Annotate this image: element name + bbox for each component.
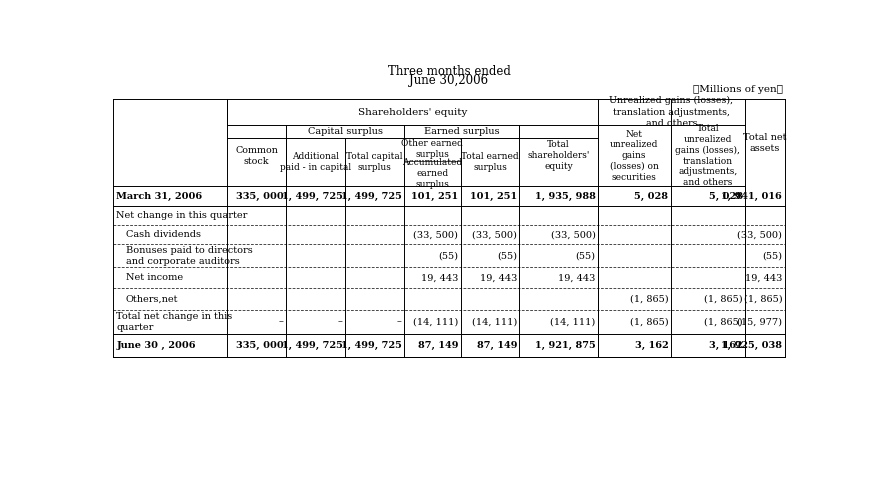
Text: 3, 162: 3, 162	[634, 342, 668, 350]
Text: Total capital
surplus: Total capital surplus	[346, 152, 403, 172]
Text: (1, 865): (1, 865)	[630, 295, 668, 303]
Text: 19, 443: 19, 443	[480, 273, 517, 282]
Text: Earned surplus: Earned surplus	[424, 127, 499, 136]
Text: Net
unrealized
gains
(losses) on
securities: Net unrealized gains (losses) on securit…	[610, 130, 659, 182]
Text: 19, 443: 19, 443	[558, 273, 596, 282]
Text: (33, 500): (33, 500)	[550, 230, 596, 239]
Text: 1, 499, 725: 1, 499, 725	[341, 342, 402, 350]
Text: Net income: Net income	[126, 273, 183, 282]
Text: 335, 000: 335, 000	[237, 342, 284, 350]
Text: March 31, 2006: March 31, 2006	[117, 192, 202, 200]
Text: Total
unrealized
gains (losses),
translation
adjustments,
and others: Total unrealized gains (losses), transla…	[675, 124, 740, 187]
Text: 1, 499, 725: 1, 499, 725	[282, 192, 343, 200]
Text: 101, 251: 101, 251	[470, 192, 517, 200]
Text: Bonuses paid to directors
and corporate auditors: Bonuses paid to directors and corporate …	[126, 246, 252, 266]
Text: (1, 865): (1, 865)	[630, 317, 668, 327]
Text: (1, 865): (1, 865)	[744, 295, 782, 303]
Text: 1, 499, 725: 1, 499, 725	[282, 342, 343, 350]
Text: 5, 028: 5, 028	[709, 192, 743, 200]
Text: June 30,2006: June 30,2006	[409, 74, 489, 87]
Text: Additional
paid - in capital: Additional paid - in capital	[280, 152, 351, 172]
Text: 87, 149: 87, 149	[477, 342, 517, 350]
Text: (55): (55)	[498, 251, 517, 260]
Text: (55): (55)	[762, 251, 782, 260]
Text: (14, 111): (14, 111)	[413, 317, 458, 327]
Text: (55): (55)	[576, 251, 596, 260]
Text: (14, 111): (14, 111)	[472, 317, 517, 327]
Text: 19, 443: 19, 443	[745, 273, 782, 282]
Text: Others,net: Others,net	[126, 295, 179, 303]
Text: Shareholders' equity: Shareholders' equity	[357, 107, 467, 117]
Text: (33, 500): (33, 500)	[413, 230, 458, 239]
Text: 5, 028: 5, 028	[634, 192, 668, 200]
Text: June 30 , 2006: June 30 , 2006	[117, 342, 196, 350]
Text: 1, 921, 875: 1, 921, 875	[534, 342, 596, 350]
Text: 101, 251: 101, 251	[411, 192, 458, 200]
Text: Unrealized gains (losses),
translation adjustments,
and others: Unrealized gains (losses), translation a…	[610, 96, 733, 128]
Text: 19, 443: 19, 443	[420, 273, 458, 282]
Text: –: –	[279, 317, 284, 327]
Text: (14, 111): (14, 111)	[550, 317, 596, 327]
Text: Other earned
surplus: Other earned surplus	[401, 139, 463, 159]
Text: (15, 977): (15, 977)	[738, 317, 782, 327]
Text: 335, 000: 335, 000	[237, 192, 284, 200]
Text: (55): (55)	[438, 251, 458, 260]
Text: Cash dividends: Cash dividends	[126, 230, 201, 239]
Text: 3, 162: 3, 162	[709, 342, 743, 350]
Text: (33, 500): (33, 500)	[472, 230, 517, 239]
Text: –: –	[338, 317, 343, 327]
Text: Net change in this quarter: Net change in this quarter	[117, 211, 248, 220]
Text: Common
stock: Common stock	[236, 146, 279, 166]
Text: （Millions of yen）: （Millions of yen）	[693, 85, 783, 94]
Text: Total net
assets: Total net assets	[743, 133, 787, 153]
Text: 1, 499, 725: 1, 499, 725	[341, 192, 402, 200]
Text: 1, 935, 988: 1, 935, 988	[534, 192, 596, 200]
Text: Three months ended: Three months ended	[387, 65, 511, 78]
Text: –: –	[397, 317, 402, 327]
Text: Total
shareholders'
equity: Total shareholders' equity	[527, 140, 590, 171]
Text: Total net change in this
quarter: Total net change in this quarter	[117, 312, 233, 332]
Text: (33, 500): (33, 500)	[738, 230, 782, 239]
Text: Accumulated
earned
surplus: Accumulated earned surplus	[402, 158, 463, 189]
Text: Capital surplus: Capital surplus	[307, 127, 383, 136]
Text: (1, 865): (1, 865)	[704, 317, 743, 327]
Text: 1, 925, 038: 1, 925, 038	[721, 342, 782, 350]
Text: Total earned
surplus: Total earned surplus	[461, 152, 519, 172]
Text: (1, 865): (1, 865)	[704, 295, 743, 303]
Text: 87, 149: 87, 149	[418, 342, 458, 350]
Text: 1, 941, 016: 1, 941, 016	[722, 192, 782, 200]
